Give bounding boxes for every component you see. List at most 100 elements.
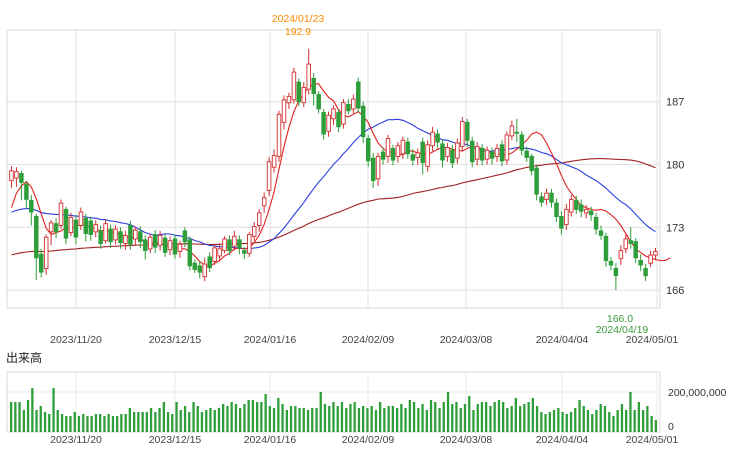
- candle: [247, 231, 252, 257]
- candle-body: [48, 222, 54, 233]
- candle-body: [494, 147, 500, 157]
- volume-title: 出来高: [6, 350, 42, 365]
- candle-body: [489, 151, 495, 159]
- candle-body: [316, 94, 321, 110]
- price-x-tick: 2024/03/08: [440, 334, 493, 346]
- candle-body: [643, 268, 648, 277]
- candle-body: [43, 236, 49, 270]
- volume-bar: [205, 410, 208, 432]
- candle-body: [172, 238, 178, 255]
- candle: [242, 247, 247, 259]
- candle-body: [474, 146, 480, 160]
- candle: [385, 134, 391, 163]
- candle: [296, 78, 302, 107]
- candle-body: [143, 239, 148, 252]
- volume-bar: [183, 406, 187, 432]
- candle-body: [380, 151, 386, 160]
- volume-bar: [510, 406, 513, 432]
- candle-body: [118, 231, 123, 244]
- volume-bar: [82, 414, 85, 432]
- candle-body: [598, 230, 604, 236]
- volume-bar: [654, 420, 657, 432]
- candle: [450, 144, 455, 169]
- volume-bar: [629, 392, 632, 432]
- volume-bar: [272, 408, 276, 432]
- volume-bar: [603, 406, 607, 432]
- candle-body: [286, 95, 292, 104]
- candle-body: [578, 204, 584, 212]
- candle-body: [83, 217, 89, 234]
- candle-body: [465, 121, 470, 141]
- volume-bar: [531, 398, 534, 432]
- price-x-tick: 2024/01/16: [244, 334, 297, 346]
- volume-bar: [514, 398, 517, 432]
- candle: [53, 218, 59, 239]
- volume-bar: [544, 414, 547, 432]
- candle-body: [623, 238, 629, 250]
- candle-body: [187, 239, 193, 267]
- candle: [133, 226, 138, 246]
- candle-body: [68, 216, 74, 234]
- low-date-label: 2024/04/19: [596, 324, 649, 336]
- candle-body: [524, 150, 529, 158]
- candle: [162, 233, 168, 257]
- candle-body: [544, 192, 549, 200]
- price-x-axis: 2023/11/20 2023/12/15 2024/01/16 2024/02/09…: [50, 334, 678, 346]
- volume-bar: [540, 412, 543, 432]
- candle: [192, 259, 198, 274]
- candle-body: [445, 147, 450, 157]
- candle: [549, 188, 554, 208]
- candle-body: [311, 77, 316, 95]
- candle-body: [232, 235, 237, 247]
- candle: [509, 120, 515, 141]
- candle: [217, 243, 222, 260]
- candle-body: [9, 170, 14, 182]
- candle: [400, 136, 406, 160]
- volume-bar: [48, 414, 51, 432]
- candle-body: [222, 238, 227, 252]
- candle-body: [53, 223, 59, 233]
- volume-bar: [60, 414, 64, 432]
- candle-body: [341, 102, 346, 125]
- volume-bar: [336, 406, 339, 432]
- candle: [653, 247, 658, 260]
- candle: [440, 139, 445, 168]
- volume-bar: [315, 408, 318, 432]
- price-y-axis: 187 180 173 166: [666, 97, 684, 297]
- candle-body: [247, 234, 252, 254]
- candle-body: [24, 183, 29, 200]
- candle: [157, 230, 163, 251]
- candle: [603, 232, 609, 267]
- volume-bar: [429, 400, 433, 432]
- candle-body: [564, 208, 569, 226]
- candle: [202, 257, 207, 282]
- candle-body: [192, 262, 198, 270]
- candle: [237, 235, 242, 255]
- candle: [24, 180, 29, 209]
- volume-bar: [323, 404, 327, 432]
- volume-bar: [417, 408, 420, 432]
- candle: [113, 225, 118, 245]
- candle: [336, 108, 341, 133]
- candle-body: [559, 216, 564, 229]
- volume-bar: [357, 408, 361, 432]
- price-x-tick: 2023/11/20: [50, 334, 102, 346]
- candle-body: [529, 155, 534, 172]
- candle: [276, 110, 282, 162]
- candle-body: [281, 99, 287, 123]
- volume-bar: [552, 410, 556, 432]
- volume-bar: [480, 402, 484, 432]
- volume-bar: [387, 406, 390, 432]
- volume-bar: [421, 404, 424, 432]
- price-plot-frame: [6, 29, 661, 309]
- volume-bar: [166, 412, 170, 432]
- volume-bar: [86, 416, 89, 432]
- price-x-tick: 2024/02/09: [342, 334, 395, 346]
- candle-body: [593, 216, 599, 230]
- volume-bar: [396, 408, 399, 432]
- volume-bar: [77, 416, 81, 432]
- candle: [93, 220, 98, 238]
- candle: [514, 118, 520, 143]
- volume-bar: [133, 412, 136, 432]
